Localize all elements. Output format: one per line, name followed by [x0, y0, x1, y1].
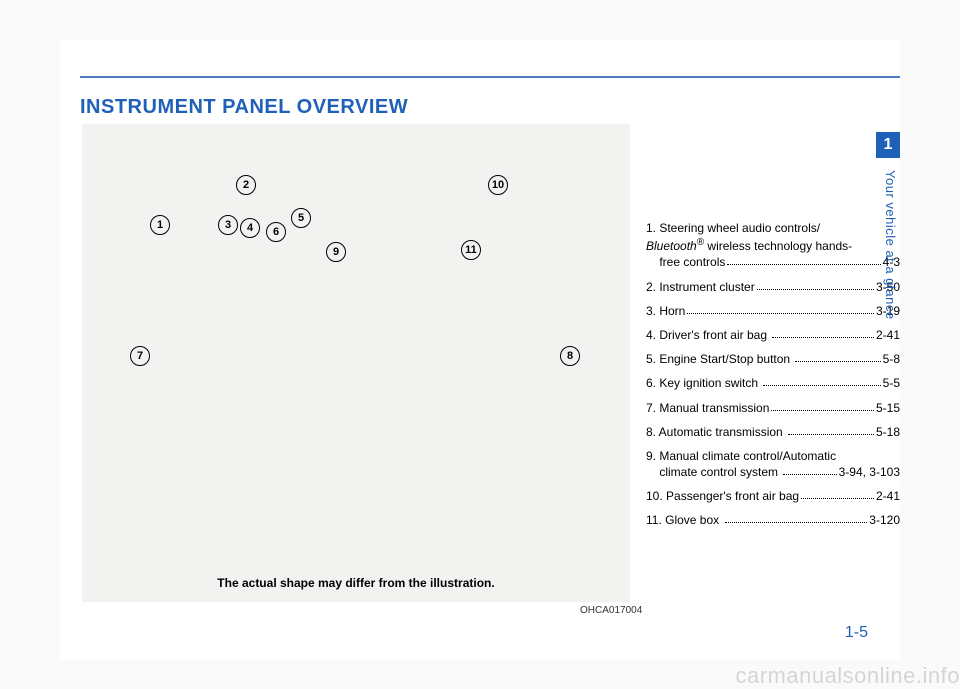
- ref-item-9: 9. Manual climate control/Automatic clim…: [646, 448, 900, 480]
- reference-list: 1. Steering wheel audio controls/Bluetoo…: [646, 220, 900, 537]
- callout-2: 2: [236, 175, 256, 195]
- callout-6: 6: [266, 222, 286, 242]
- chapter-tab: 1: [876, 132, 900, 158]
- figure-caption: The actual shape may differ from the ill…: [82, 576, 630, 590]
- callout-4: 4: [240, 218, 260, 238]
- ref-item-11: 11. Glove box 3-120: [646, 512, 900, 528]
- callout-3: 3: [218, 215, 238, 235]
- ref-item-3: 3. Horn3-19: [646, 303, 900, 319]
- section-title: INSTRUMENT PANEL OVERVIEW: [80, 96, 408, 119]
- callout-9: 9: [326, 242, 346, 262]
- page-number: 1-5: [845, 624, 868, 642]
- callout-8: 8: [560, 346, 580, 366]
- top-divider: [80, 76, 900, 78]
- watermark: carmanualsonline.info: [735, 663, 960, 689]
- ref-item-7: 7. Manual transmission5-15: [646, 400, 900, 416]
- ref-item-1: 1. Steering wheel audio controls/Bluetoo…: [646, 220, 900, 271]
- ref-item-6: 6. Key ignition switch 5-5: [646, 375, 900, 391]
- ref-item-8: 8. Automatic transmission 5-18: [646, 424, 900, 440]
- callout-10: 10: [488, 175, 508, 195]
- ref-item-4: 4. Driver's front air bag 2-41: [646, 327, 900, 343]
- chapter-label: Your vehicle at a glance: [878, 170, 898, 320]
- ref-item-10: 10. Passenger's front air bag2-41: [646, 488, 900, 504]
- callout-11: 11: [461, 240, 481, 260]
- ref-item-2: 2. Instrument cluster3-50: [646, 279, 900, 295]
- callout-5: 5: [291, 208, 311, 228]
- callout-7: 7: [130, 346, 150, 366]
- callout-1: 1: [150, 215, 170, 235]
- ref-item-5: 5. Engine Start/Stop button 5-8: [646, 351, 900, 367]
- page: INSTRUMENT PANEL OVERVIEW 1234567891011 …: [60, 40, 900, 660]
- instrument-panel-figure: 1234567891011 The actual shape may diffe…: [82, 124, 630, 602]
